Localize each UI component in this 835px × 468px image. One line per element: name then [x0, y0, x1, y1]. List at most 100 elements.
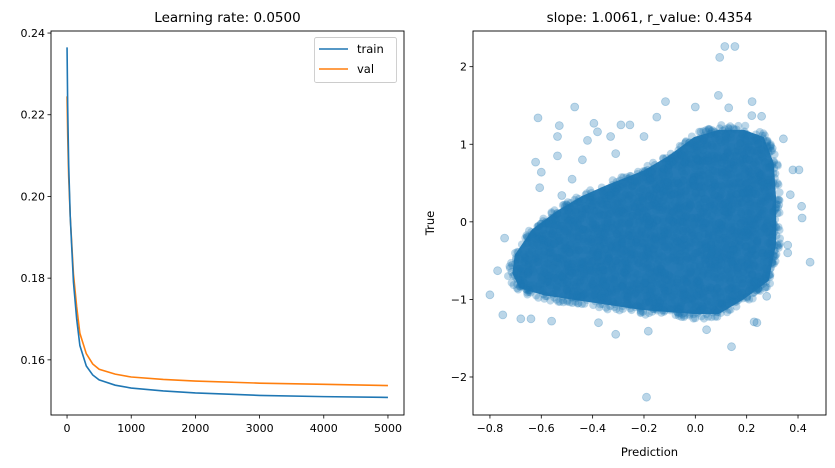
- scatter-point: [639, 196, 648, 205]
- scatter-point: [747, 111, 757, 120]
- scatter-point: [600, 238, 609, 247]
- scatter-point: [505, 264, 514, 273]
- scatter-point: [727, 251, 736, 260]
- scatter-point: [540, 247, 549, 256]
- scatter-point: [644, 202, 653, 211]
- scatter-point: [628, 194, 637, 203]
- scatter-point: [635, 285, 644, 294]
- scatter-point: [604, 254, 613, 263]
- scatter-point: [669, 243, 678, 252]
- scatter-point: [684, 203, 693, 212]
- scatter-point: [588, 249, 597, 258]
- scatter-point: [644, 298, 653, 307]
- scatter-point: [750, 288, 758, 297]
- scatter-point: [570, 215, 579, 224]
- scatter-point: [725, 251, 734, 259]
- scatter-point: [525, 281, 534, 290]
- scatter-point: [578, 225, 587, 234]
- scatter-point: [697, 250, 706, 259]
- scatter-point: [663, 286, 672, 295]
- scatter-point: [717, 168, 726, 176]
- scatter-point: [660, 242, 669, 251]
- scatter-point: [645, 309, 654, 318]
- scatter-point: [724, 203, 733, 212]
- scatter-point: [643, 161, 652, 170]
- scatter-point: [649, 158, 658, 167]
- scatter-point: [556, 254, 565, 263]
- scatter-point: [607, 219, 616, 228]
- scatter-point: [718, 182, 727, 191]
- scatter-point: [560, 206, 568, 215]
- scatter-point: [624, 243, 633, 252]
- scatter-point: [586, 224, 594, 232]
- scatter-point: [529, 284, 538, 293]
- scatter-point: [582, 205, 590, 214]
- scatter-point: [763, 175, 772, 184]
- scatter-point: [734, 178, 743, 187]
- scatter-point: [618, 238, 627, 247]
- scatter-point: [727, 292, 736, 301]
- scatter-point: [746, 284, 755, 293]
- scatter-point: [705, 228, 713, 237]
- scatter-point: [748, 176, 756, 185]
- scatter-point: [654, 302, 663, 311]
- y-tick-label: 0.22: [21, 109, 46, 122]
- scatter-point: [576, 273, 585, 282]
- scatter-point: [607, 217, 616, 226]
- scatter-point: [674, 309, 683, 318]
- scatter-point: [534, 224, 543, 232]
- scatter-point: [642, 234, 651, 242]
- scatter-point: [590, 290, 599, 299]
- scatter-point: [743, 216, 752, 225]
- scatter-point: [599, 286, 608, 295]
- scatter-point: [638, 192, 647, 201]
- scatter-point: [525, 226, 533, 235]
- scatter-point: [694, 232, 703, 241]
- scatter-point: [762, 291, 772, 301]
- scatter-point: [721, 152, 730, 161]
- scatter-point: [690, 102, 700, 112]
- scatter-point: [652, 184, 661, 193]
- scatter-point: [563, 265, 572, 274]
- scatter-point: [708, 244, 717, 253]
- scatter-point: [746, 278, 755, 287]
- scatter-point: [592, 201, 601, 210]
- scatter-point: [678, 160, 686, 169]
- scatter-point: [549, 252, 557, 261]
- scatter-point: [656, 264, 665, 273]
- scatter-point: [717, 258, 726, 267]
- scatter-point: [539, 214, 548, 223]
- scatter-point: [734, 174, 743, 182]
- scatter-point: [655, 183, 664, 192]
- scatter-point: [768, 224, 777, 233]
- scatter-point: [612, 262, 621, 271]
- scatter-point: [739, 150, 748, 159]
- scatter-point: [683, 227, 692, 236]
- scatter-point: [701, 256, 710, 265]
- scatter-point: [690, 172, 699, 181]
- scatter-point: [682, 155, 691, 164]
- scatter-point: [658, 163, 667, 172]
- scatter-point: [752, 133, 760, 142]
- scatter-point: [760, 223, 769, 232]
- scatter-point: [648, 245, 657, 254]
- scatter-point: [687, 132, 696, 141]
- scatter-point: [769, 168, 778, 177]
- scatter-point: [603, 288, 612, 297]
- scatter-point: [660, 178, 669, 187]
- scatter-point: [794, 165, 804, 175]
- scatter-point: [577, 204, 586, 213]
- scatter-point: [558, 201, 567, 210]
- scatter-point: [534, 234, 543, 243]
- scatter-point: [524, 261, 533, 270]
- scatter-point: [708, 195, 716, 203]
- scatter-point: [625, 191, 634, 200]
- scatter-point: [628, 231, 637, 240]
- scatter-point: [580, 268, 589, 277]
- scatter-point: [736, 259, 745, 268]
- scatter-point: [715, 248, 724, 257]
- scatter-point: [650, 235, 659, 243]
- scatter-point: [633, 212, 642, 220]
- scatter-point: [761, 158, 769, 167]
- scatter-point: [589, 256, 598, 265]
